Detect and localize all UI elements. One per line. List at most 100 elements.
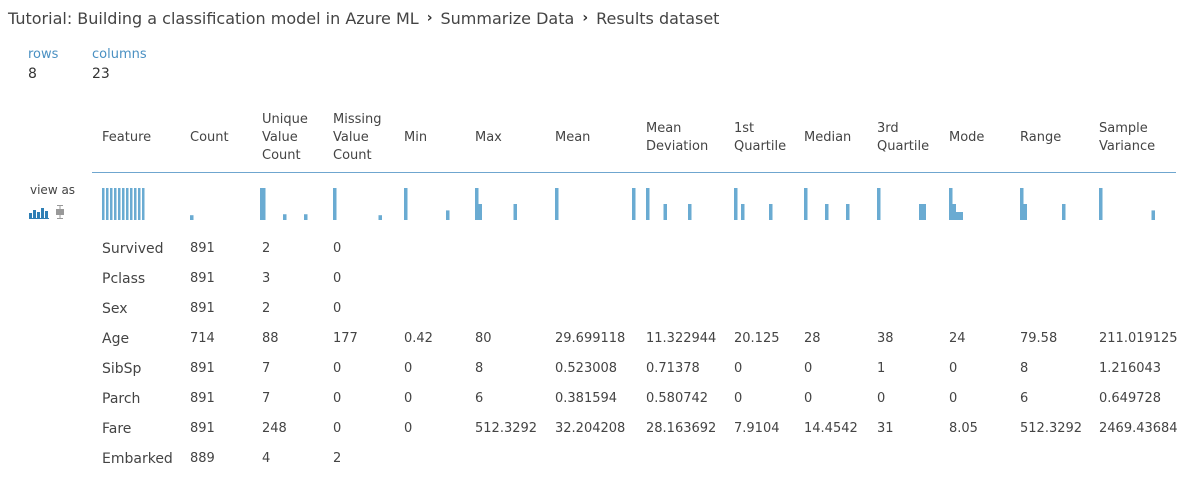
column-header-label: Missing Value Count (333, 112, 382, 163)
histogram-sample-variance[interactable] (1099, 186, 1159, 224)
cell-mean-deviation: 0.71378 (646, 361, 700, 376)
cell-unique-value-count: 7 (262, 391, 271, 406)
columns-stat: columns 23 (92, 47, 147, 82)
histogram-bar (126, 188, 129, 220)
column-header-missing-value-count[interactable]: Missing Value Count (333, 108, 381, 168)
column-header-mean-deviation[interactable]: Mean Deviation (646, 108, 708, 168)
column-header-label: Median (804, 130, 852, 145)
cell-third-quartile: 38 (877, 331, 894, 346)
cell-median: 28 (804, 331, 821, 346)
histogram-bar (1020, 188, 1024, 220)
table-row[interactable]: Fare 891 248 0 0 512.3292 32.204208 28.163692 7.… (0, 414, 1184, 444)
histogram-bar (734, 188, 738, 220)
column-header-unique-value-count[interactable]: Unique Value Count (262, 108, 308, 168)
histogram-mode[interactable] (949, 186, 967, 224)
breadcrumb-current: Results dataset (596, 8, 720, 28)
histogram-bar (404, 188, 408, 220)
histogram-icon[interactable] (29, 204, 51, 223)
column-header-min[interactable]: Min (404, 108, 427, 168)
column-header-label: Mode (949, 130, 985, 145)
cell-mean: 32.204208 (555, 421, 626, 436)
columns-value: 23 (92, 66, 110, 82)
cell-unique-value-count: 3 (262, 271, 271, 286)
histogram-median[interactable] (804, 186, 854, 224)
histogram-bar (632, 188, 636, 220)
column-header-third-quartile[interactable]: 3rd Quartile (877, 108, 929, 168)
histogram-first-quartile[interactable] (734, 186, 777, 224)
table-row[interactable]: Age 714 88 177 0.42 80 29.699118 11.322944 20.12… (0, 324, 1184, 354)
cell-missing-value-count: 0 (333, 391, 342, 406)
column-header-label: Min (404, 130, 428, 145)
table-row[interactable]: Sex 891 2 0 (0, 294, 1184, 324)
cell-third-quartile: 1 (877, 361, 886, 376)
histogram-bar (106, 188, 109, 220)
boxplot-icon[interactable] (55, 204, 65, 223)
table-row[interactable]: Survived 891 2 0 (0, 234, 1184, 264)
cell-missing-value-count: 0 (333, 241, 342, 256)
histogram-bar (333, 188, 337, 220)
column-header-first-quartile[interactable]: 1st Quartile (734, 108, 786, 168)
cell-feature: Sex (102, 301, 128, 317)
column-header-count[interactable]: Count (190, 108, 229, 168)
column-header-sample-variance[interactable]: Sample Variance (1099, 108, 1155, 168)
cell-sample-variance: 211.019125 (1099, 331, 1178, 346)
histogram-max[interactable] (475, 186, 521, 224)
cell-count: 891 (190, 391, 215, 406)
cell-unique-value-count: 2 (262, 241, 271, 256)
histogram-bar (688, 204, 692, 220)
table-header: Feature Count Unique Value Count Missing Va… (0, 108, 1184, 168)
histogram-range[interactable] (1020, 186, 1070, 224)
histogram-bar (134, 188, 137, 220)
histogram-feature[interactable] (102, 186, 150, 224)
cell-first-quartile: 7.9104 (734, 421, 780, 436)
histogram-min[interactable] (404, 186, 454, 224)
histogram-bar (922, 204, 926, 220)
table-row[interactable]: Embarked 889 4 2 (0, 444, 1184, 474)
breadcrumb-module[interactable]: Summarize Data (440, 8, 575, 28)
histogram-mean[interactable] (555, 186, 640, 224)
histogram-bar (190, 215, 194, 220)
column-header-max[interactable]: Max (475, 108, 502, 168)
view-as-label: view as (30, 183, 76, 197)
histogram-third-quartile[interactable] (877, 186, 930, 224)
cell-missing-value-count: 0 (333, 361, 342, 376)
cell-feature: Fare (102, 421, 132, 437)
histogram-mean-deviation[interactable] (646, 186, 696, 224)
column-header-feature[interactable]: Feature (102, 108, 151, 168)
column-header-label: Sample Variance (1099, 121, 1156, 154)
histogram-bar (952, 204, 956, 220)
cell-first-quartile: 20.125 (734, 331, 780, 346)
table-row[interactable]: Pclass 891 3 0 (0, 264, 1184, 294)
cell-mean-deviation: 11.322944 (646, 331, 717, 346)
cell-mode: 0 (949, 361, 958, 376)
cell-missing-value-count: 0 (333, 271, 342, 286)
cell-count: 891 (190, 421, 215, 436)
cell-min: 0 (404, 361, 413, 376)
column-header-range[interactable]: Range (1020, 108, 1061, 168)
column-header-mean[interactable]: Mean (555, 108, 590, 168)
histogram-bar (825, 204, 829, 220)
breadcrumb: Tutorial: Building a classification mode… (8, 7, 719, 29)
histogram-count[interactable] (190, 186, 268, 224)
breadcrumb-experiment[interactable]: Tutorial: Building a classification mode… (8, 8, 419, 28)
cell-mode: 0 (949, 391, 958, 406)
histogram-bar (959, 212, 963, 220)
rows-stat: rows 8 (28, 47, 58, 82)
histogram-bar (478, 204, 482, 220)
histogram-unique-value-count[interactable] (262, 186, 312, 224)
column-header-label: Range (1020, 130, 1062, 145)
histogram-bar (378, 215, 382, 220)
column-header-label: Unique Value Count (262, 112, 308, 163)
cell-count: 891 (190, 301, 215, 316)
column-header-median[interactable]: Median (804, 108, 851, 168)
column-header-mode[interactable]: Mode (949, 108, 984, 168)
cell-max: 8 (475, 361, 484, 376)
cell-sample-variance: 2469.43684 (1099, 421, 1178, 436)
table-row[interactable]: Parch 891 7 0 0 6 0.381594 0.580742 0 0 0 0 6 0.64972… (0, 384, 1184, 414)
column-header-label: Count (190, 130, 229, 145)
histogram-missing-value-count[interactable] (333, 186, 386, 224)
table-row[interactable]: SibSp 891 7 0 0 8 0.523008 0.71378 0 0 1 0 8 1.216043 (0, 354, 1184, 384)
histogram-bar (260, 188, 264, 220)
histogram-bar (446, 210, 450, 220)
cell-feature: Age (102, 331, 130, 347)
